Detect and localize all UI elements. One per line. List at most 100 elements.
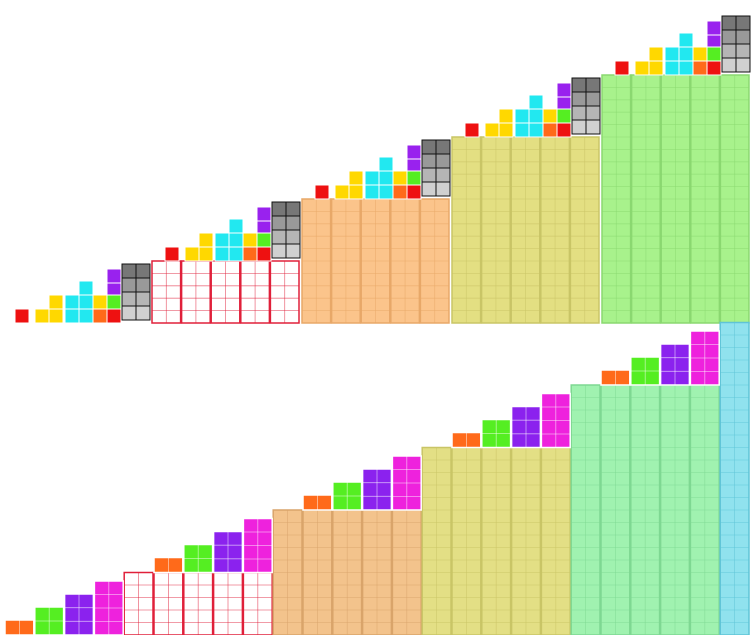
piece-cell [514,108,530,124]
piece-cell [198,232,214,248]
piece-cell [484,122,500,138]
piece-cell [348,184,364,200]
piece-cell [198,246,214,262]
piece-cell [706,20,722,36]
piece-cell [285,243,301,259]
piece-cell [228,246,244,262]
piece-cell [121,305,137,321]
piece-cell [664,46,680,62]
piece-cell [271,243,287,259]
piece-cell [256,232,272,248]
piece-cell [706,46,722,62]
piece-cell [634,60,650,76]
piece-cell [406,170,422,186]
piece-cell [571,91,587,107]
piece-cell [64,308,80,324]
piece-cell [585,105,601,121]
piece-cell [692,46,708,62]
piece-cell [256,206,272,222]
piece-cell [678,46,694,62]
piece-cell [556,82,572,98]
piece-cell [64,294,80,310]
piece-cell [348,170,364,186]
piece-cell [121,263,137,279]
piece-cell [678,32,694,48]
piece-cell [242,246,258,262]
piece-cell [48,308,64,324]
piece-cell [435,139,451,155]
piece-cell [614,60,630,76]
piece-cell [406,144,422,160]
piece-cell [34,308,50,324]
piece-cell [721,15,737,31]
piece-cell [421,167,437,183]
piece-cell [271,229,287,245]
piece-cell [421,181,437,197]
piece-cell [364,184,380,200]
piece-cell [464,122,480,138]
piece-cell [542,122,558,138]
piece-cell [678,60,694,76]
piece-cell [106,268,122,284]
piece-cell [334,184,350,200]
piece-cell [92,294,108,310]
piece-cell [14,308,30,324]
piece-cell [78,294,94,310]
piece-cell [692,60,708,76]
piece-cell [556,122,572,138]
piece-cell [135,263,151,279]
piece-cell [121,277,137,293]
piece-cell [184,246,200,262]
piece-cell [92,308,108,324]
piece-cell [364,170,380,186]
piece-cell [78,308,94,324]
piece-cell [585,91,601,107]
piece-cell [48,294,64,310]
piece-cell [271,201,287,217]
piece-cell [556,108,572,124]
piece-cell [135,277,151,293]
piece-cell [285,201,301,217]
piece-cell [571,119,587,135]
piece-cell [106,294,122,310]
piece-cell [135,291,151,307]
piece-cell [421,153,437,169]
piece-cell [585,77,601,93]
piece-cell [406,184,422,200]
piece-cell [706,60,722,76]
piece-cell [528,94,544,110]
piece-cell [571,77,587,93]
piece-cell [514,122,530,138]
piece-cell [314,184,330,200]
piece-cell [735,29,751,45]
piece-cell [242,232,258,248]
piece-cell [378,170,394,186]
piece-cell [435,167,451,183]
piece-cell [528,122,544,138]
piece-cell [571,105,587,121]
piece-cell [378,156,394,172]
piece-cell [435,153,451,169]
piece-cell [721,57,737,73]
piece-cell [648,60,664,76]
piece-cell [585,119,601,135]
piece-cell [285,215,301,231]
piece-cell [542,108,558,124]
piece-cell [285,229,301,245]
piece-cell [735,43,751,59]
piece-cell [735,57,751,73]
piece-cell [271,215,287,231]
piece-cell [256,246,272,262]
piece-cell [721,43,737,59]
piece-cell [392,184,408,200]
piece-cell [378,184,394,200]
piece-cell [735,15,751,31]
piece-cell [228,218,244,234]
piece-cell [214,246,230,262]
piece-cell [664,60,680,76]
piece-cell [228,232,244,248]
piece-cell [721,29,737,45]
piece-cell [135,305,151,321]
piece-cell [106,308,122,324]
